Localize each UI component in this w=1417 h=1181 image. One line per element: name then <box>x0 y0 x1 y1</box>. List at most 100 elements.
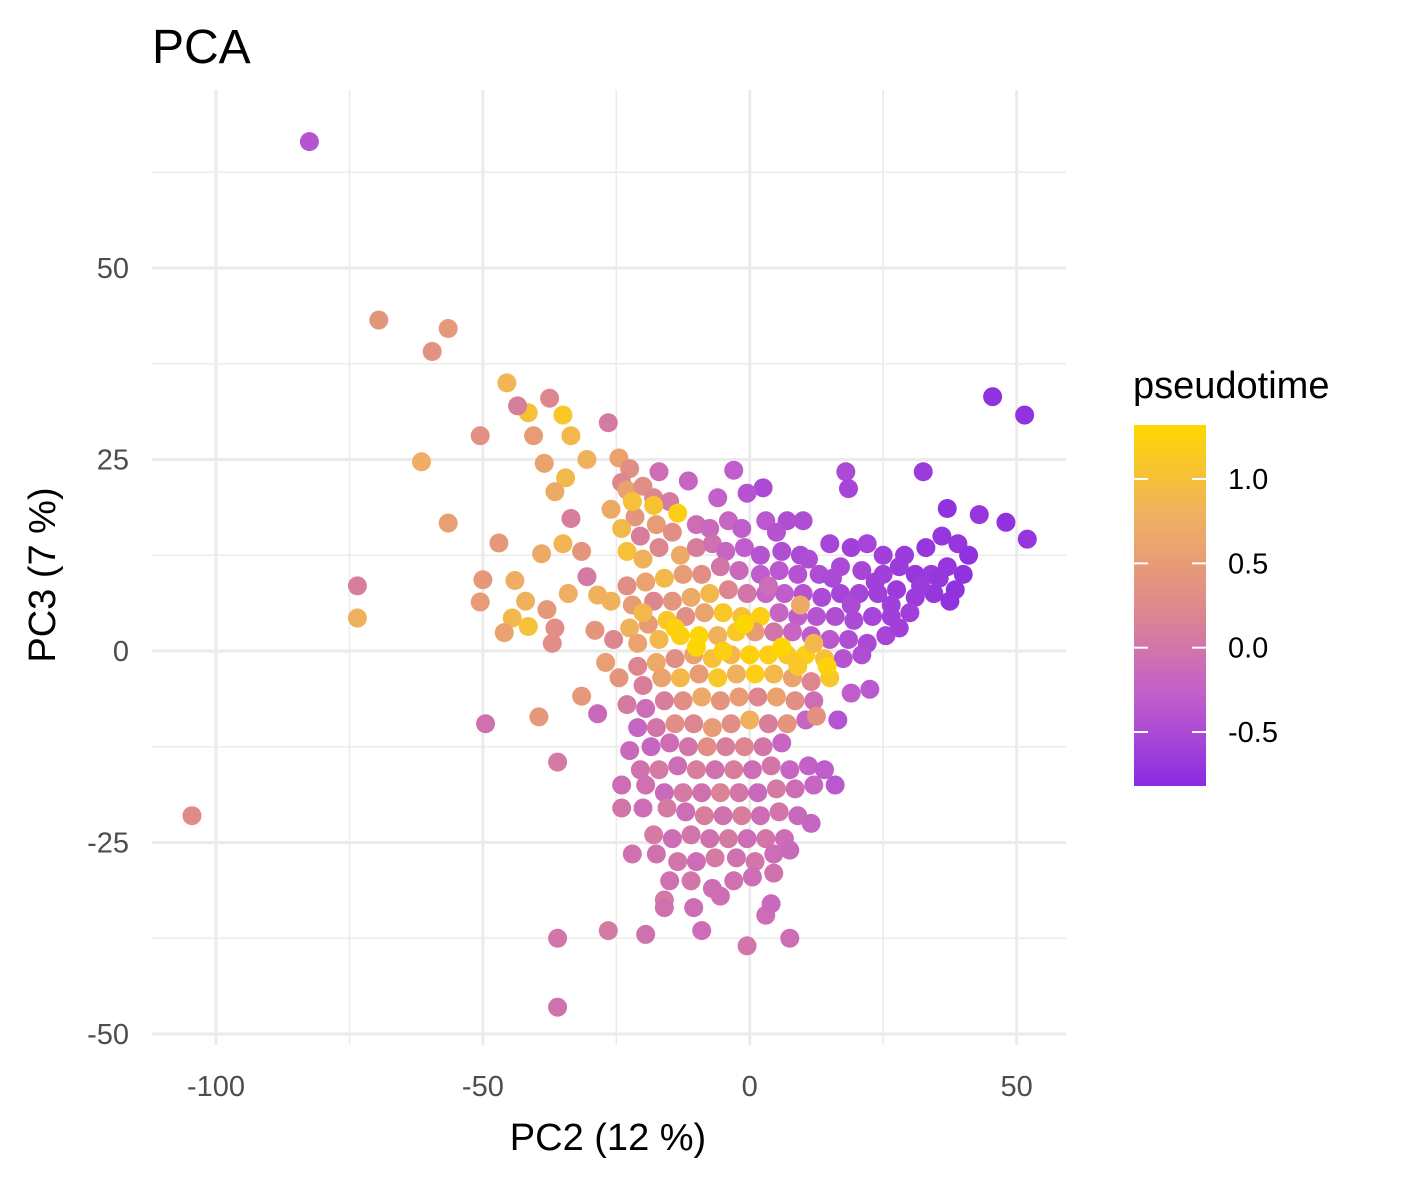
data-point <box>670 545 690 565</box>
y-tick-label: -25 <box>87 828 129 860</box>
data-point <box>628 656 648 676</box>
data-point <box>556 468 576 488</box>
data-point <box>422 341 442 361</box>
data-point <box>633 603 653 623</box>
data-point <box>737 483 757 503</box>
data-point <box>577 450 597 469</box>
data-point <box>761 894 781 914</box>
data-point <box>537 600 557 620</box>
data-point <box>657 798 677 818</box>
data-point <box>841 538 861 558</box>
data-point <box>542 633 562 653</box>
data-point <box>470 426 490 446</box>
data-point <box>347 576 367 596</box>
data-point <box>710 557 730 577</box>
data-point <box>983 387 1003 407</box>
data-point <box>732 518 752 538</box>
data-point <box>646 844 666 864</box>
data-point <box>761 756 781 776</box>
data-point <box>700 584 720 604</box>
data-point <box>737 584 757 604</box>
data-point <box>863 607 883 627</box>
data-point <box>692 921 712 941</box>
data-point <box>841 683 861 703</box>
data-point <box>766 687 786 707</box>
data-point <box>724 460 744 480</box>
data-point <box>801 813 821 833</box>
data-point <box>790 595 810 615</box>
data-point <box>726 664 746 684</box>
data-point <box>798 756 818 776</box>
data-point <box>673 691 693 711</box>
data-point <box>729 687 749 707</box>
data-point <box>694 806 714 826</box>
data-point <box>633 798 653 818</box>
data-point <box>553 405 573 425</box>
data-point <box>806 706 826 726</box>
data-point <box>750 545 770 565</box>
data-point <box>686 538 706 558</box>
data-point <box>900 603 920 623</box>
data-point <box>553 534 573 554</box>
colorbar <box>1134 425 1206 786</box>
data-point <box>411 452 431 472</box>
data-point <box>700 518 720 538</box>
data-point <box>734 614 754 634</box>
data-point <box>684 714 704 734</box>
data-point <box>833 649 853 669</box>
data-point <box>561 426 581 446</box>
data-point <box>649 630 669 650</box>
data-point <box>665 714 685 734</box>
data-point <box>705 848 725 868</box>
data-point <box>598 921 618 941</box>
data-point <box>700 829 720 849</box>
data-point <box>769 603 789 623</box>
data-point <box>822 568 842 588</box>
data-point <box>572 686 592 706</box>
data-point <box>780 760 800 780</box>
data-point <box>665 649 685 669</box>
data-point <box>654 898 674 918</box>
data-point <box>742 760 762 780</box>
data-point <box>652 668 672 688</box>
data-point <box>820 534 840 554</box>
data-point <box>726 848 746 868</box>
data-point <box>756 829 776 849</box>
data-point <box>782 622 802 642</box>
data-point <box>788 564 808 584</box>
data-point <box>577 567 597 587</box>
data-point <box>529 707 549 727</box>
data-point <box>697 737 717 757</box>
data-point <box>873 545 893 565</box>
data-point <box>681 825 701 845</box>
y-axis-title: PC3 (7 %) <box>22 487 64 662</box>
data-point <box>748 687 768 707</box>
data-point <box>780 840 800 860</box>
data-point <box>718 580 738 600</box>
x-tick-label: 0 <box>742 1071 758 1103</box>
data-point <box>561 508 581 528</box>
data-point <box>625 507 645 527</box>
data-point <box>825 775 845 795</box>
data-point <box>646 515 666 535</box>
data-point <box>620 741 640 761</box>
data-point <box>532 544 552 564</box>
data-point <box>769 561 789 581</box>
data-point <box>299 132 319 152</box>
data-point <box>713 641 733 661</box>
data-point <box>774 584 794 604</box>
y-tick-label: -50 <box>87 1019 129 1051</box>
data-point <box>737 936 757 956</box>
data-point <box>724 760 744 780</box>
data-point <box>881 595 901 615</box>
data-point <box>740 710 760 730</box>
data-point <box>684 898 704 918</box>
data-point <box>742 867 762 887</box>
data-point <box>889 618 909 638</box>
x-axis-ticks: -100 -50 0 50 <box>187 1071 1033 1103</box>
data-point <box>716 737 736 757</box>
data-point <box>729 561 749 581</box>
data-point <box>588 704 608 724</box>
data-point <box>524 426 544 446</box>
data-point <box>911 576 931 596</box>
